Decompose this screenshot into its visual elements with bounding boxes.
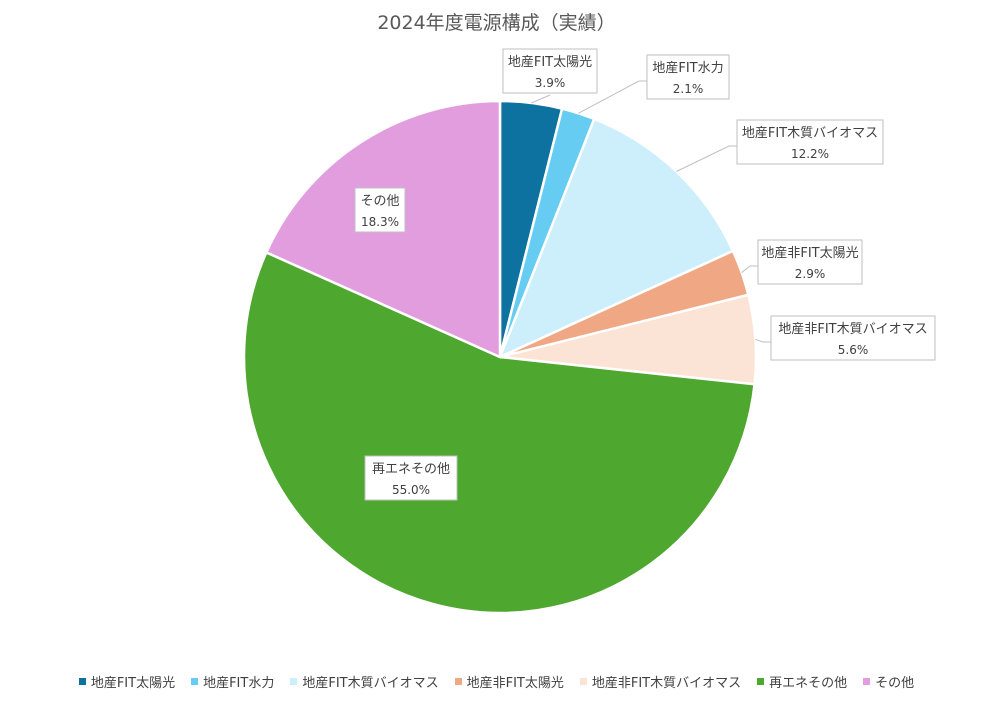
data-label-5: 地産非FIT木質バイオマス 5.6%: [770, 315, 936, 361]
leader-line-4: [741, 265, 758, 273]
data-label-name: 地産FIT木質バイオマス: [742, 125, 878, 141]
data-label-value: 2.1%: [673, 82, 704, 96]
data-label-box: [646, 54, 730, 100]
data-label-value: 2.9%: [795, 267, 826, 281]
legend-swatch: [191, 678, 199, 685]
legend-item-7: その他: [863, 672, 914, 691]
data-label-1: 地産FIT太陽光 3.9%: [502, 48, 598, 94]
data-label-name: 地産非FIT太陽光: [761, 245, 858, 261]
legend-label: 地産非FIT木質バイオマス: [591, 676, 742, 691]
pie-slice-3: [497, 117, 735, 360]
data-label-7: その他 18.3%: [354, 187, 406, 233]
legend-label: 再エネその他: [769, 676, 848, 691]
legend-swatch: [757, 678, 765, 685]
data-label-value: 18.3%: [361, 215, 399, 229]
data-label-6: 再エネその他 55.0%: [364, 455, 458, 501]
data-label-name: 地産FIT太陽光: [508, 54, 592, 70]
legend-swatch: [78, 678, 86, 685]
legend-swatch: [863, 678, 871, 685]
legend-label: 地産FIT水力: [203, 676, 275, 691]
data-label-value: 3.9%: [535, 76, 566, 90]
data-label-value: 5.6%: [838, 343, 869, 357]
legend-swatch: [579, 678, 587, 685]
data-label-box: [757, 239, 863, 285]
leader-line-5: [755, 338, 771, 343]
data-label-value: 12.2%: [791, 147, 829, 161]
leader-line-2: [578, 80, 647, 114]
legend-item-2: 地産FIT水力: [191, 672, 274, 691]
data-label-name: 再エネその他: [372, 462, 450, 477]
data-label-3: 地産FIT木質バイオマス 12.2%: [736, 119, 884, 165]
chart-title: 2024年度電源構成（実績）: [377, 12, 616, 34]
pie-slice-6: [242, 250, 756, 615]
data-label-name: 地産非FIT木質バイオマス: [778, 321, 927, 337]
legend-label: 地産FIT太陽光: [90, 676, 176, 691]
legend-item-1: 地産FIT太陽光: [78, 672, 176, 691]
data-label-box: [364, 455, 458, 501]
legend-item-4: 地産非FIT太陽光: [454, 672, 564, 691]
data-label-box: [736, 119, 884, 165]
legend-label: その他: [875, 676, 915, 691]
legend-label: 地産非FIT太陽光: [466, 676, 564, 691]
legend-swatch: [454, 678, 462, 685]
leader-line-1: [531, 94, 551, 104]
data-label-box: [354, 187, 406, 233]
legend-item-3: 地産FIT木質バイオマス: [290, 672, 439, 691]
data-label-box: [502, 48, 598, 94]
data-label-name: その他: [360, 194, 399, 209]
legend-swatch: [290, 678, 298, 685]
legend-item-5: 地産非FIT木質バイオマス: [579, 672, 742, 691]
data-label-4: 地産非FIT太陽光 2.9%: [757, 239, 863, 285]
leader-line-3: [676, 145, 737, 172]
data-label-value: 55.0%: [392, 483, 430, 497]
data-label-2: 地産FIT水力 2.1%: [646, 54, 730, 100]
data-label-name: 地産FIT水力: [652, 60, 723, 76]
legend-item-6: 再エネその他: [757, 672, 847, 691]
legend-label: 地産FIT木質バイオマス: [302, 676, 439, 691]
chart-legend: 地産FIT太陽光 地産FIT水力 地産FIT木質バイオマス 地産非FIT太陽光 地産非F…: [0, 672, 993, 691]
data-label-box: [770, 315, 936, 361]
